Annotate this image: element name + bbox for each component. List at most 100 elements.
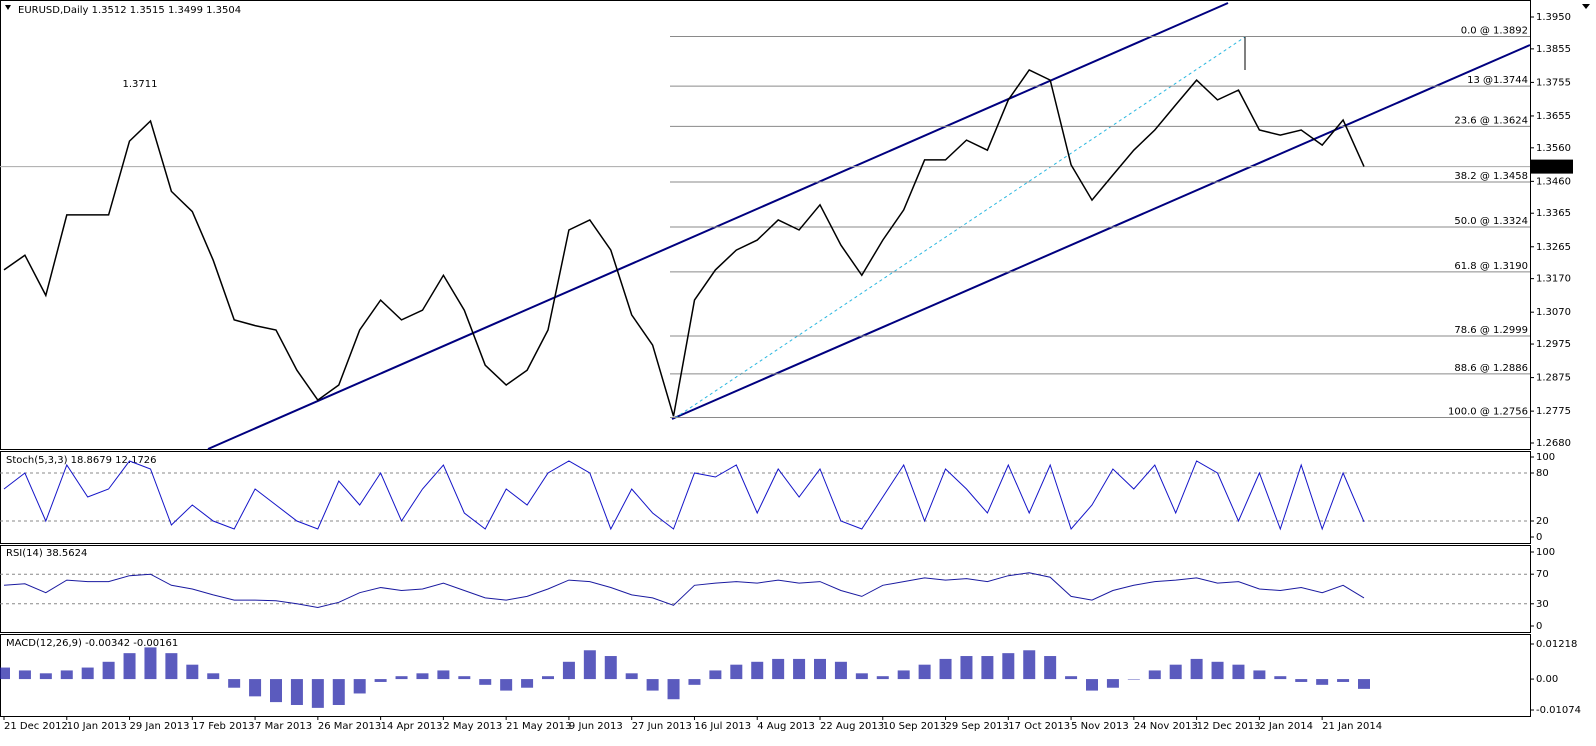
x-tick-label: 27 Jun 2013 — [632, 721, 692, 732]
x-tick-label: 21 Jan 2014 — [1322, 721, 1382, 732]
x-tick-label: 4 Aug 2013 — [757, 721, 815, 732]
y-tick-label: 1.3070 — [1536, 307, 1571, 318]
histogram-bar — [1316, 679, 1329, 685]
histogram-bar — [1274, 676, 1287, 680]
histogram-bar — [270, 679, 282, 703]
x-tick-label: 9 Jun 2013 — [569, 721, 623, 732]
scroll-icon — [1582, 4, 1590, 9]
histogram-bar — [1253, 670, 1266, 680]
histogram-bar — [772, 658, 785, 680]
y-tick-label: 1.2875 — [1536, 373, 1571, 384]
y-tick-label: 1.3365 — [1536, 208, 1571, 219]
x-tick-label: 2 Jan 2014 — [1259, 721, 1313, 732]
high-annotation: 1.3711 — [123, 79, 158, 90]
histogram-bar — [562, 661, 575, 680]
histogram-bar — [1190, 658, 1203, 680]
histogram-bar — [228, 679, 241, 688]
histogram-bar — [730, 664, 743, 680]
histogram-bar — [123, 653, 136, 680]
stoch-title: Stoch(5,3,3) 18.8679 12.1726 — [6, 455, 157, 466]
y-tick-label: 1.3265 — [1536, 242, 1571, 253]
x-tick-label: 14 Apr 2013 — [381, 721, 443, 732]
macd-title: MACD(12,26,9) -0.00342 -0.00161 — [6, 638, 178, 649]
histogram-bar — [1148, 670, 1161, 680]
fib-label: 0.0 @ 1.3892 — [1461, 25, 1528, 36]
histogram-bar — [311, 679, 324, 708]
x-tick-label: 10 Sep 2013 — [883, 721, 946, 732]
x-tick-label: 16 Jul 2013 — [694, 721, 751, 732]
fib-label: 78.6 @ 1.2999 — [1454, 325, 1528, 336]
x-tick-label: 5 Nov 2013 — [1071, 721, 1129, 732]
y-tick-label: 0.01218 — [1536, 639, 1577, 650]
histogram-bar — [374, 679, 387, 682]
histogram-bar — [500, 679, 513, 691]
y-tick-label: 0 — [1536, 621, 1542, 632]
histogram-bar — [60, 670, 73, 680]
channel-lower — [671, 44, 1531, 420]
histogram-bar — [1106, 679, 1119, 688]
x-tick-label: 24 Nov 2013 — [1134, 721, 1198, 732]
histogram-bar — [416, 673, 429, 680]
histogram-bar — [814, 658, 826, 680]
histogram-bar — [1086, 679, 1098, 691]
histogram-bar — [625, 673, 638, 680]
fib-label: 61.8 @ 1.3190 — [1454, 261, 1528, 272]
y-tick-label: 100 — [1536, 547, 1555, 558]
histogram-bar — [1211, 661, 1224, 680]
histogram-bar — [102, 661, 115, 680]
fib-label: 23.6 @ 1.3624 — [1454, 115, 1528, 126]
x-tick-label: 22 Aug 2013 — [820, 721, 884, 732]
y-tick-label: -0.01074 — [1536, 705, 1581, 716]
channel-upper — [207, 2, 1229, 450]
histogram-bar — [39, 673, 52, 680]
histogram-bar — [249, 679, 262, 697]
histogram-bar — [646, 679, 659, 691]
fib-label: 38.2 @ 1.3458 — [1454, 171, 1528, 182]
histogram-bar — [437, 670, 450, 680]
series-line — [3, 69, 1365, 417]
x-tick-label: 29 Sep 2013 — [946, 721, 1009, 732]
histogram-bar — [81, 667, 94, 680]
histogram-bar — [353, 679, 366, 694]
histogram-bar — [981, 656, 994, 680]
histogram-bar — [751, 661, 764, 680]
histogram-bar — [1127, 679, 1140, 680]
histogram-bar — [604, 656, 617, 680]
histogram-bar — [332, 679, 345, 705]
histogram-bar — [1232, 664, 1245, 680]
y-tick-label: 0 — [1536, 532, 1542, 543]
x-tick-label: 21 Dec 2012 — [4, 721, 68, 732]
histogram-bar — [1002, 653, 1015, 680]
histogram-bar — [793, 658, 806, 680]
y-tick-label: 0.00 — [1536, 674, 1558, 685]
histogram-bar — [290, 679, 303, 705]
histogram-bar — [395, 676, 408, 680]
x-tick-label: 26 Mar 2013 — [318, 721, 381, 732]
series-line — [3, 460, 1365, 531]
fib-label: 50.0 @ 1.3324 — [1454, 216, 1528, 227]
y-tick-label: 1.2775 — [1536, 406, 1571, 417]
x-tick-label: 21 May 2013 — [506, 721, 571, 732]
fib-label: 13 @1.3744 — [1467, 75, 1528, 86]
y-tick-label: 70 — [1536, 569, 1549, 580]
series-line — [3, 572, 1365, 609]
stoch-panel — [0, 451, 1531, 544]
chart-title: EURUSD,Daily 1.3512 1.3515 1.3499 1.3504 — [18, 5, 241, 16]
y-tick-label: 80 — [1536, 468, 1549, 479]
histogram-bar — [18, 670, 31, 680]
rsi-title: RSI(14) 38.5624 — [6, 548, 87, 559]
histogram-bar — [1337, 679, 1350, 682]
histogram-bar — [876, 676, 889, 680]
histogram-bar — [897, 670, 910, 680]
x-tick-label: 12 Dec 2013 — [1197, 721, 1261, 732]
x-tick-label: 10 Jan 2013 — [67, 721, 127, 732]
histogram-bar — [667, 679, 680, 700]
x-tick-label: 2 May 2013 — [443, 721, 502, 732]
histogram-bar — [834, 661, 847, 680]
histogram-bar — [688, 679, 701, 685]
y-tick-label: 30 — [1536, 599, 1549, 610]
fib-label: 100.0 @ 1.2756 — [1448, 407, 1528, 418]
histogram-bar — [1169, 664, 1182, 680]
